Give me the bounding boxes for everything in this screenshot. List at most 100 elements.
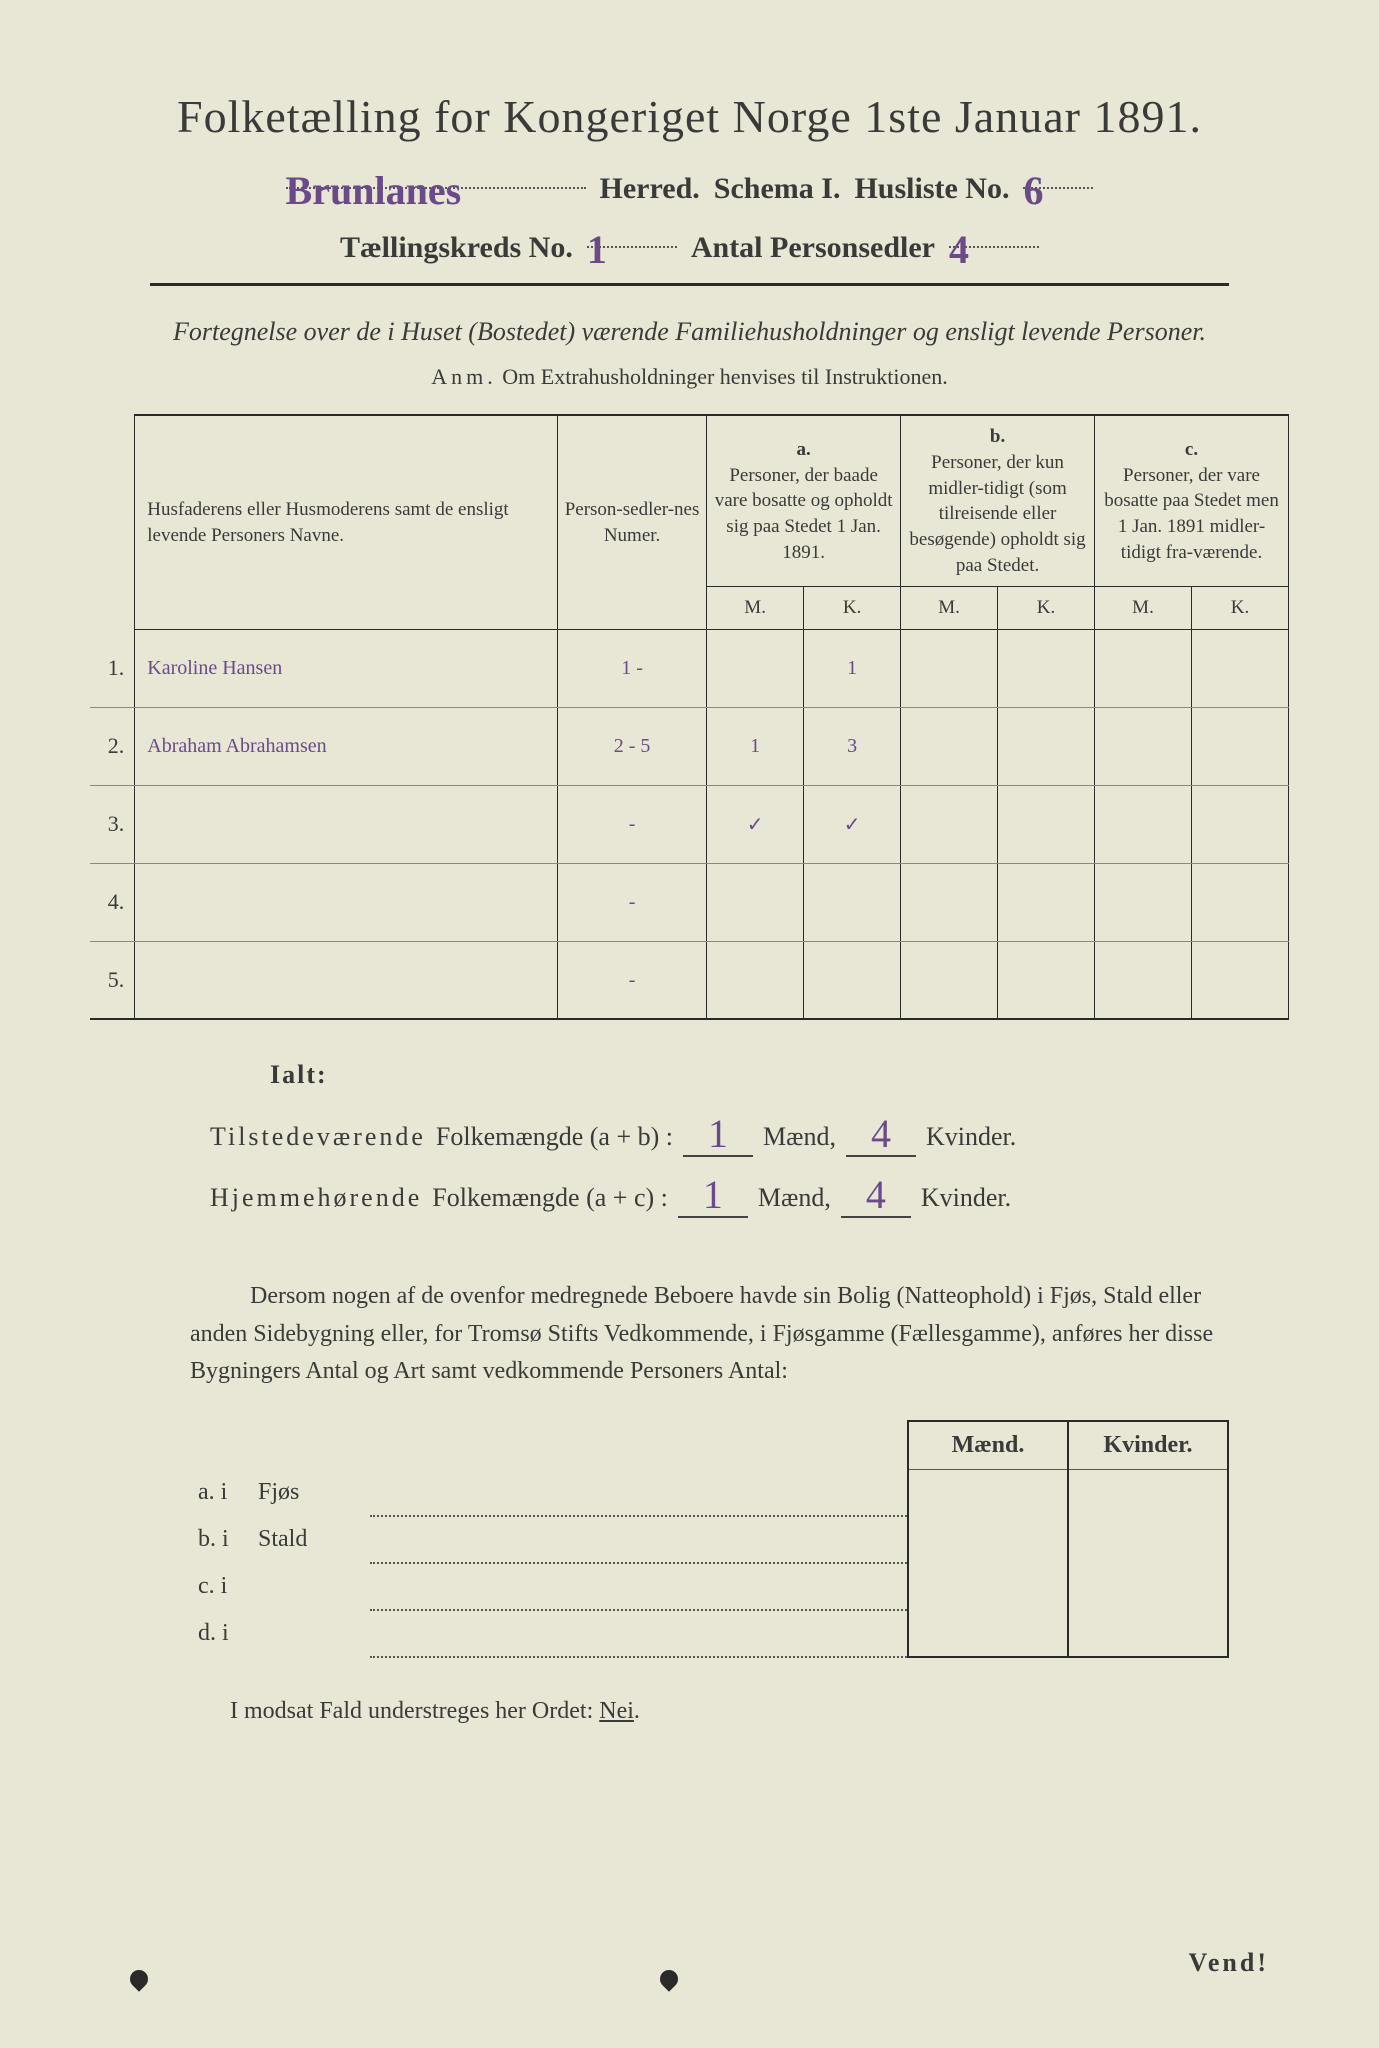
numer-cell: - xyxy=(557,941,706,1019)
side-maend-cell xyxy=(908,1469,1068,1516)
b-k-cell xyxy=(998,629,1095,707)
kreds-value: 1 xyxy=(587,227,607,272)
side-maend-cell xyxy=(908,1563,1068,1610)
kreds-field: 1 xyxy=(587,220,677,248)
subtitle: Fortegnelse over de i Huset (Bostedet) v… xyxy=(150,314,1229,350)
side-row: d. i xyxy=(190,1610,1228,1657)
antal-label: Antal Personsedler xyxy=(691,231,935,265)
row-number: 1. xyxy=(90,629,135,707)
th-a-m: M. xyxy=(707,587,804,630)
table-row: 3.-✓✓ xyxy=(90,785,1289,863)
a-k-cell: ✓ xyxy=(804,785,901,863)
row-number: 3. xyxy=(90,785,135,863)
vend-label: Vend! xyxy=(1188,1948,1269,1978)
r1-kvinder-field: 4 xyxy=(846,1108,916,1157)
punch-hole-icon xyxy=(126,1966,151,1991)
main-table: Husfaderens eller Husmoderens samt de en… xyxy=(90,414,1289,1020)
b-m-cell xyxy=(901,863,998,941)
numer-cell: - xyxy=(557,863,706,941)
header-line-1: Brunlanes Herred. Schema I. Husliste No.… xyxy=(90,161,1289,206)
side-row-label: d. i xyxy=(190,1610,250,1657)
th-b: b. Personer, der kun midler-tidigt (som … xyxy=(901,415,1095,586)
a-k-cell: 1 xyxy=(804,629,901,707)
b-k-cell xyxy=(998,785,1095,863)
table-row: 1.Karoline Hansen1 - 1 xyxy=(90,629,1289,707)
a-m-cell xyxy=(707,941,804,1019)
side-maend-cell xyxy=(908,1516,1068,1563)
husliste-label: Husliste No. xyxy=(854,172,1009,206)
th-a: a. Personer, der baade vare bosatte og o… xyxy=(707,415,901,586)
census-form-page: Folketælling for Kongeriget Norge 1ste J… xyxy=(0,0,1379,2048)
b-k-cell xyxy=(998,707,1095,785)
table-row: 4. - xyxy=(90,863,1289,941)
th-a-k: K. xyxy=(804,587,901,630)
table-row: 5. - xyxy=(90,941,1289,1019)
bottom-paragraph: Dersom nogen af de ovenfor medregnede Be… xyxy=(190,1278,1229,1390)
divider xyxy=(150,283,1229,286)
c-k-cell xyxy=(1191,629,1288,707)
r1-maend-field: 1 xyxy=(683,1108,753,1157)
c-m-cell xyxy=(1095,629,1192,707)
b-k-cell xyxy=(998,941,1095,1019)
b-m-cell xyxy=(901,941,998,1019)
ialt-row-2: Hjemmehørende Folkemængde (a + c) : 1 Mæ… xyxy=(210,1169,1229,1218)
name-cell xyxy=(135,863,558,941)
th-c: c. Personer, der vare bosatte paa Stedet… xyxy=(1095,415,1289,586)
side-row-label: a. i xyxy=(190,1469,250,1516)
ialt-block: Ialt: Tilstedeværende Folkemængde (a + b… xyxy=(210,1060,1229,1218)
row-number: 4. xyxy=(90,863,135,941)
table-row: 2.Abraham Abrahamsen2 - 513 xyxy=(90,707,1289,785)
ialt-row-1: Tilstedeværende Folkemængde (a + b) : 1 … xyxy=(210,1108,1229,1157)
side-row-type xyxy=(250,1610,370,1657)
c-m-cell xyxy=(1095,863,1192,941)
c-k-cell xyxy=(1191,785,1288,863)
punch-hole-icon xyxy=(656,1966,681,1991)
th-c-m: M. xyxy=(1095,587,1192,630)
side-row-dots xyxy=(370,1563,908,1610)
side-kvinder-cell xyxy=(1068,1563,1228,1610)
c-m-cell xyxy=(1095,707,1192,785)
a-m-cell: ✓ xyxy=(707,785,804,863)
husliste-field: 6 xyxy=(1023,161,1093,189)
numer-cell: 1 - xyxy=(557,629,706,707)
kreds-label: Tællingskreds No. xyxy=(340,231,573,265)
ialt-label: Ialt: xyxy=(270,1060,1229,1090)
antal-value: 4 xyxy=(949,227,969,272)
name-cell: Abraham Abrahamsen xyxy=(135,707,558,785)
row-number: 5. xyxy=(90,941,135,1019)
c-m-cell xyxy=(1095,785,1192,863)
herred-value: Brunlanes xyxy=(286,168,462,213)
a-m-cell xyxy=(707,863,804,941)
a-k-cell: 3 xyxy=(804,707,901,785)
side-row-type: Stald xyxy=(250,1516,370,1563)
name-cell xyxy=(135,941,558,1019)
side-kvinder-cell xyxy=(1068,1469,1228,1516)
c-k-cell xyxy=(1191,941,1288,1019)
a-m-cell: 1 xyxy=(707,707,804,785)
name-cell: Karoline Hansen xyxy=(135,629,558,707)
a-k-cell xyxy=(804,863,901,941)
anm-line: Anm. Om Extrahusholdninger henvises til … xyxy=(90,364,1289,390)
side-row-type: Fjøs xyxy=(250,1469,370,1516)
anm-lead: Anm. xyxy=(431,364,497,389)
side-table: Mænd. Kvinder. a. iFjøsb. iStaldc. id. i xyxy=(190,1420,1229,1659)
b-k-cell xyxy=(998,863,1095,941)
th-names: Husfaderens eller Husmoderens samt de en… xyxy=(135,415,558,629)
side-row-label: b. i xyxy=(190,1516,250,1563)
b-m-cell xyxy=(901,785,998,863)
side-row: c. i xyxy=(190,1563,1228,1610)
r2-maend-field: 1 xyxy=(678,1169,748,1218)
herred-label: Herred. xyxy=(600,172,700,206)
side-row: b. iStald xyxy=(190,1516,1228,1563)
c-m-cell xyxy=(1095,941,1192,1019)
side-row-dots xyxy=(370,1469,908,1516)
side-maend-cell xyxy=(908,1610,1068,1657)
numer-cell: 2 - 5 xyxy=(557,707,706,785)
antal-field: 4 xyxy=(949,220,1039,248)
th-numer: Person-sedler-nes Numer. xyxy=(557,415,706,629)
side-maend: Mænd. xyxy=(908,1421,1068,1470)
husliste-value: 6 xyxy=(1023,168,1043,213)
side-row-dots xyxy=(370,1516,908,1563)
b-m-cell xyxy=(901,707,998,785)
herred-field: Brunlanes xyxy=(286,161,586,189)
